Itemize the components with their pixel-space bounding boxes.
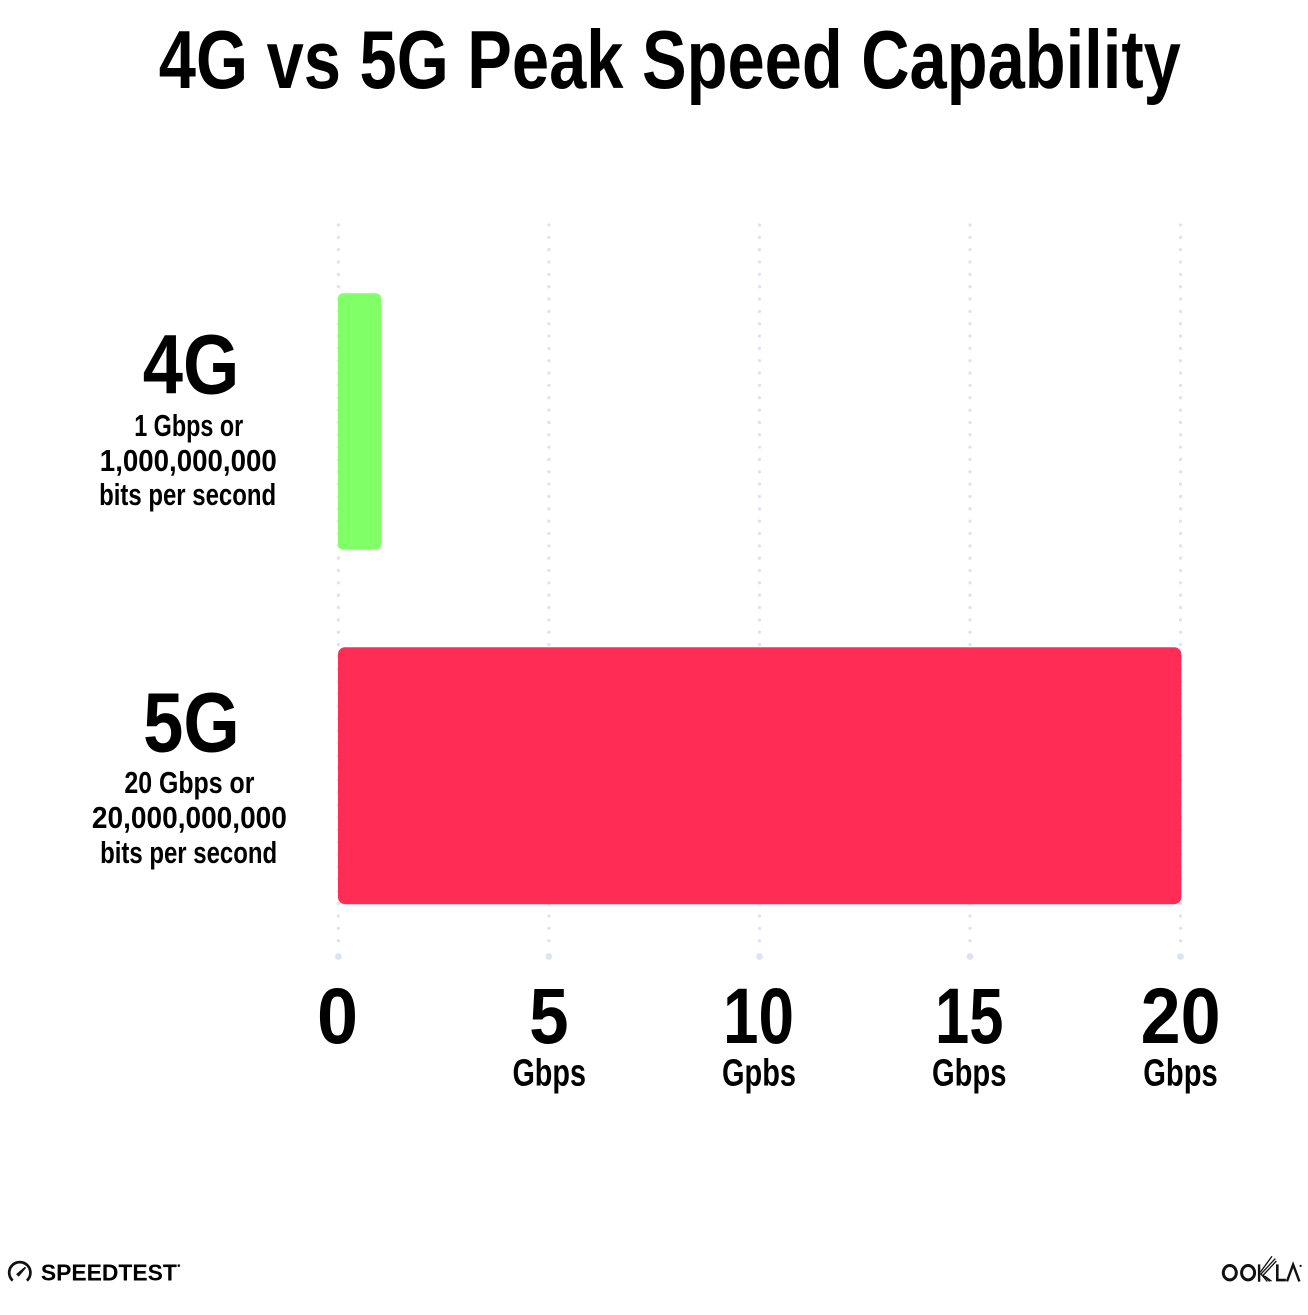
- svg-text:1,000,000,000: 1,000,000,000: [100, 445, 277, 478]
- svg-text:bits per second: bits per second: [100, 837, 277, 870]
- svg-text:20 Gbps or: 20 Gbps or: [124, 767, 254, 800]
- svg-text:20: 20: [1141, 971, 1221, 1060]
- svg-text:Gpbs: Gpbs: [722, 1053, 796, 1095]
- svg-text:15: 15: [935, 971, 1004, 1060]
- svg-text:4G vs 5G Peak Speed Capability: 4G vs 5G Peak Speed Capability: [159, 13, 1181, 106]
- svg-text:5G: 5G: [143, 676, 240, 770]
- svg-text:0: 0: [317, 971, 358, 1060]
- svg-text:bits per second: bits per second: [99, 479, 276, 512]
- svg-text:Gbps: Gbps: [512, 1053, 586, 1095]
- svg-text:10: 10: [723, 971, 794, 1060]
- svg-text:Gbps: Gbps: [1143, 1053, 1218, 1095]
- svg-text:Gbps: Gbps: [932, 1053, 1007, 1095]
- svg-text:1 Gbps or: 1 Gbps or: [134, 410, 243, 443]
- svg-text:4G: 4G: [143, 317, 240, 411]
- svg-text:5: 5: [529, 971, 569, 1060]
- svg-text:SPEEDTEST: SPEEDTEST: [41, 1260, 178, 1286]
- svg-text:20,000,000,000: 20,000,000,000: [92, 802, 287, 835]
